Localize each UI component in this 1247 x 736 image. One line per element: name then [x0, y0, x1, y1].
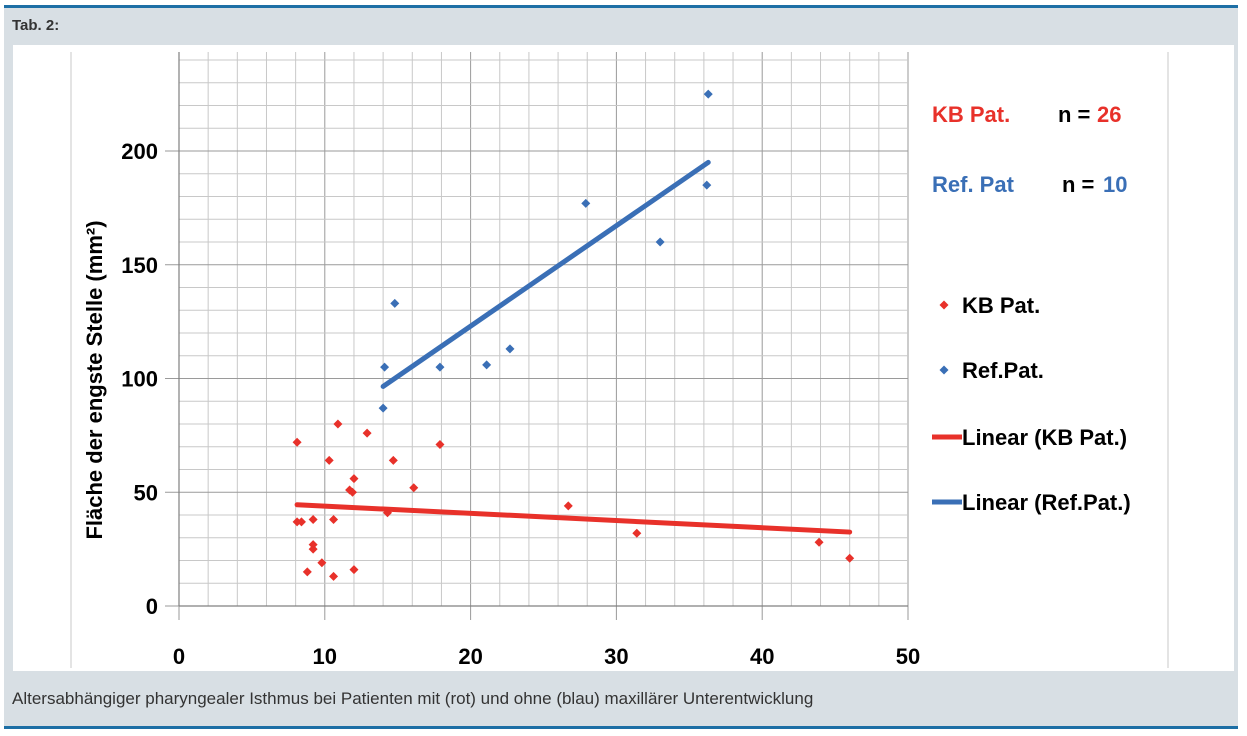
n-annotations: KB Pat. n = 26 Ref. Pat n = 10 — [932, 102, 1127, 197]
ref-data-point — [390, 298, 400, 308]
x-tick-label: 10 — [313, 644, 337, 669]
y-tick-label: 100 — [121, 367, 158, 392]
kb-data-point — [333, 419, 343, 429]
ref-data-point — [378, 403, 388, 413]
kb-data-point — [317, 558, 327, 568]
annotation-ref-n-value: 10 — [1103, 172, 1127, 197]
kb-data-point — [632, 528, 642, 538]
legend-marker-icon — [939, 300, 949, 310]
kb-data-point — [435, 439, 445, 449]
grid-lines — [70, 52, 1169, 668]
x-tick-label: 20 — [458, 644, 482, 669]
trendline-kb — [294, 502, 853, 535]
x-tick-label: 40 — [750, 644, 774, 669]
legend: KB Pat. Ref.Pat. Linear (KB Pat.) Linear (R… — [932, 293, 1131, 515]
ref-data-point — [380, 362, 390, 372]
legend-label: Linear (Ref.Pat.) — [962, 490, 1131, 515]
kb-data-point — [814, 537, 824, 547]
kb-data-point — [292, 437, 302, 447]
ref-data-point — [505, 344, 515, 354]
kb-data-point — [349, 565, 359, 575]
y-tick-label: 200 — [121, 139, 158, 164]
ref-data-point — [482, 360, 492, 370]
annotation-kb-n-label: n = — [1058, 102, 1090, 127]
y-tick-label: 0 — [146, 594, 158, 619]
kb-data-point — [388, 455, 398, 465]
legend-label: KB Pat. — [962, 293, 1040, 318]
table-label: Tab. 2: — [12, 17, 60, 34]
kb-data-point — [324, 455, 334, 465]
kb-data-point — [382, 508, 392, 518]
ref-data-point — [581, 198, 591, 208]
kb-data-point — [348, 487, 358, 497]
kb-data-point — [308, 544, 318, 554]
y-axis-label: Fläche der engste Stelle (mm²) — [82, 220, 107, 539]
ref-data-point — [702, 180, 712, 190]
annotation-kb-n-value: 26 — [1097, 102, 1121, 127]
y-tick-label: 150 — [121, 253, 158, 278]
ref-data-point — [655, 237, 665, 247]
kb-data-point — [302, 567, 312, 577]
kb-data-point — [845, 553, 855, 563]
x-tick-label: 30 — [604, 644, 628, 669]
kb-data-point — [329, 571, 339, 581]
kb-data-point — [308, 540, 318, 550]
kb-data-point — [349, 474, 359, 484]
annotation-ref-label: Ref. Pat — [932, 172, 1015, 197]
kb-data-point — [296, 517, 306, 527]
trendline-ref — [380, 159, 711, 389]
chart-panel — [13, 45, 1234, 671]
tick-labels: 0 10 20 30 40 50 0 50 100 150 200 — [121, 139, 920, 669]
x-tick-label: 50 — [896, 644, 920, 669]
axes — [178, 52, 908, 607]
trendlines — [294, 159, 853, 535]
kb-data-point — [563, 501, 573, 511]
annotation-ref-n-label: n = — [1062, 172, 1094, 197]
kb-data-point — [409, 483, 419, 493]
kb-data-point — [308, 515, 318, 525]
legend-label: Ref.Pat. — [962, 358, 1044, 383]
y-tick-label: 50 — [134, 480, 158, 505]
ref-data-point — [703, 89, 713, 99]
data-points — [292, 89, 855, 581]
ref-data-point — [435, 362, 445, 372]
x-tick-label: 0 — [173, 644, 185, 669]
figure-caption: Altersabhängiger pharyngealer Isthmus be… — [12, 689, 814, 708]
kb-data-point — [329, 515, 339, 525]
legend-label: Linear (KB Pat.) — [962, 425, 1127, 450]
annotation-kb-label: KB Pat. — [932, 102, 1010, 127]
kb-data-point — [362, 428, 372, 438]
legend-marker-icon — [939, 365, 949, 375]
